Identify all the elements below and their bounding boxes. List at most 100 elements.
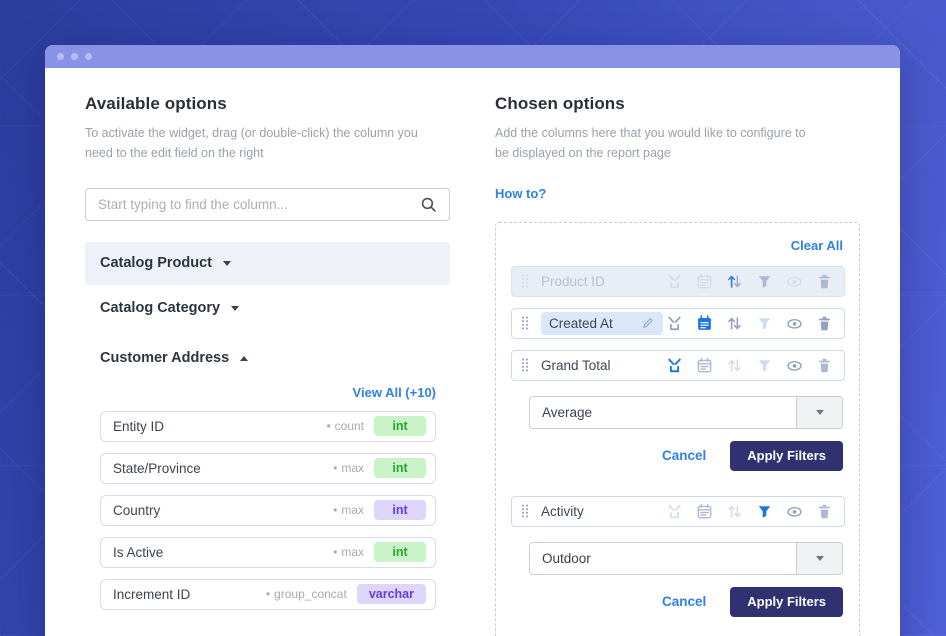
clear-all-link[interactable]: Clear All <box>790 237 843 253</box>
sort-icon[interactable] <box>726 503 743 520</box>
group-catalog-product[interactable]: Catalog Product <box>85 241 450 285</box>
chosen-row-activity[interactable]: Activity <box>511 495 845 527</box>
visibility-icon[interactable] <box>786 357 803 374</box>
chosen-options-panel: Chosen options Add the columns here that… <box>495 68 860 636</box>
group-catalog-category[interactable]: Catalog Category <box>85 287 450 330</box>
view-all-link[interactable]: View All (+10) <box>352 384 436 400</box>
column-name: State/Province <box>113 460 201 476</box>
edit-pencil-icon[interactable] <box>641 316 655 330</box>
drag-handle-icon[interactable] <box>520 315 530 331</box>
cancel-button[interactable]: Cancel <box>661 448 707 463</box>
aggregate-icon[interactable] <box>666 357 683 374</box>
column-name: Country <box>113 502 161 518</box>
sort-icon[interactable] <box>726 315 743 332</box>
chosen-row-label: Grand Total <box>541 357 611 373</box>
chosen-row-label: Created At <box>549 315 613 331</box>
cancel-button[interactable]: Cancel <box>661 594 707 609</box>
search-input[interactable] <box>98 196 420 212</box>
filter-icon <box>756 273 773 290</box>
column-type-badge: int <box>374 416 426 436</box>
apply-filters-button[interactable]: Apply Filters <box>730 586 843 617</box>
filter-icon[interactable] <box>756 357 773 374</box>
column-aggregator: • max <box>333 503 364 517</box>
caret-down-icon <box>815 409 824 415</box>
column-name: Increment ID <box>113 586 191 602</box>
chosen-row-grand-total[interactable]: Grand Total <box>511 349 845 381</box>
column-item-state-province[interactable]: State/Province • max int <box>100 452 436 484</box>
apply-filters-button[interactable]: Apply Filters <box>730 440 843 471</box>
calendar-icon[interactable] <box>696 357 713 374</box>
column-name: Entity ID <box>113 418 165 434</box>
calendar-icon[interactable] <box>696 503 713 520</box>
column-type-badge: int <box>374 542 426 562</box>
column-item-increment-id[interactable]: Increment ID • group_concat varchar <box>100 578 436 610</box>
column-aggregator: • group_concat <box>265 587 347 601</box>
group-customer-address[interactable]: Customer Address <box>85 337 450 380</box>
aggregate-editor: Average Cancel Apply Filters <box>529 395 843 471</box>
filter-icon[interactable] <box>756 315 773 332</box>
chosen-row-label: Product ID <box>541 273 605 289</box>
drag-handle-icon <box>520 273 530 289</box>
chevron-down-icon <box>231 305 240 311</box>
chosen-row-product-id: Product ID <box>511 265 845 297</box>
column-type-badge: int <box>374 458 426 478</box>
delete-icon[interactable] <box>816 315 833 332</box>
selected-value: Outdoor <box>542 550 591 566</box>
group-label: Catalog Product <box>100 255 212 271</box>
available-options-title: Available options <box>85 94 227 113</box>
chevron-down-icon <box>222 260 231 266</box>
visibility-icon <box>786 273 803 290</box>
window-titlebar <box>45 45 900 68</box>
column-aggregator: • count <box>326 419 364 433</box>
dropdown-caret-button[interactable] <box>796 542 842 574</box>
chosen-row-created-at[interactable]: Created At <box>511 307 845 339</box>
group-label: Catalog Category <box>100 300 221 316</box>
column-type-badge: int <box>374 500 426 520</box>
drag-handle-icon[interactable] <box>520 357 530 373</box>
sort-icon[interactable] <box>726 357 743 374</box>
available-options-panel: Available options To activate the widget… <box>85 68 450 636</box>
selected-value: Average <box>542 404 593 420</box>
delete-icon[interactable] <box>816 357 833 374</box>
chosen-dropzone[interactable]: Clear All Product ID <box>495 221 860 636</box>
drag-handle-icon[interactable] <box>520 503 530 519</box>
window-control-dot[interactable] <box>85 53 92 60</box>
chosen-options-title: Chosen options <box>495 94 625 113</box>
caret-down-icon <box>815 555 824 561</box>
visibility-icon[interactable] <box>786 503 803 520</box>
sort-icon <box>726 273 743 290</box>
window-control-dot[interactable] <box>71 53 78 60</box>
column-type-badge: varchar <box>356 584 426 604</box>
dropdown-caret-button[interactable] <box>796 396 842 428</box>
widget-window: Available options To activate the widget… <box>45 45 900 636</box>
aggregate-select[interactable]: Average <box>529 395 843 429</box>
delete-icon[interactable] <box>816 503 833 520</box>
chosen-row-label: Activity <box>541 503 584 519</box>
aggregate-icon <box>666 273 683 290</box>
aggregate-icon[interactable] <box>666 315 683 332</box>
filter-select[interactable]: Outdoor <box>529 541 843 575</box>
filter-editor: Outdoor Cancel Apply Filters <box>529 541 843 617</box>
visibility-icon[interactable] <box>786 315 803 332</box>
editable-label-field[interactable]: Created At <box>541 311 663 335</box>
how-to-link[interactable]: How to? <box>495 185 547 201</box>
available-options-subtitle: To activate the widget, drag (or double-… <box>85 126 418 160</box>
column-search <box>85 187 450 221</box>
delete-icon <box>816 273 833 290</box>
column-name: Is Active <box>113 544 164 560</box>
calendar-icon[interactable] <box>696 314 713 332</box>
chevron-up-icon <box>240 355 249 361</box>
search-icon[interactable] <box>420 196 437 213</box>
column-item-entity-id[interactable]: Entity ID • count int <box>100 410 436 442</box>
column-aggregator: • max <box>333 545 364 559</box>
chosen-options-subtitle: Add the columns here that you would like… <box>495 126 806 160</box>
column-item-country[interactable]: Country • max int <box>100 494 436 526</box>
filter-icon[interactable] <box>756 503 773 520</box>
aggregate-icon[interactable] <box>666 503 683 520</box>
calendar-icon <box>696 273 713 290</box>
window-control-dot[interactable] <box>57 53 64 60</box>
column-aggregator: • max <box>333 461 364 475</box>
group-label: Customer Address <box>100 350 230 366</box>
column-item-is-active[interactable]: Is Active • max int <box>100 536 436 568</box>
